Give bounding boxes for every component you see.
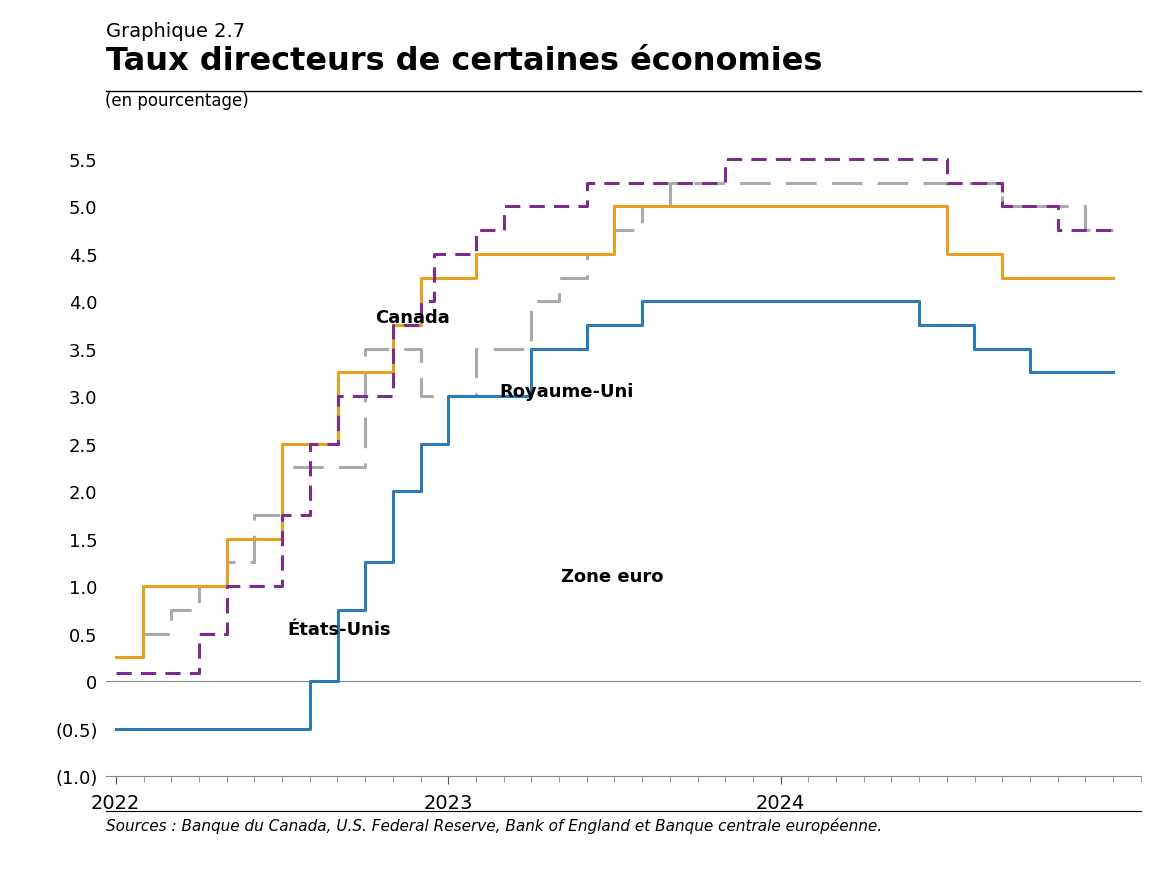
Text: Taux directeurs de certaines économies: Taux directeurs de certaines économies <box>106 46 822 76</box>
Text: Royaume-Uni: Royaume-Uni <box>499 382 634 401</box>
Text: Graphique 2.7: Graphique 2.7 <box>106 22 245 41</box>
Text: (en pourcentage): (en pourcentage) <box>105 92 248 111</box>
Text: Sources : Banque du Canada, U.S. Federal Reserve, Bank of England et Banque cent: Sources : Banque du Canada, U.S. Federal… <box>106 817 882 833</box>
Text: Zone euro: Zone euro <box>561 567 663 586</box>
Text: États-Unis: États-Unis <box>287 620 390 638</box>
Text: Canada: Canada <box>375 309 449 327</box>
